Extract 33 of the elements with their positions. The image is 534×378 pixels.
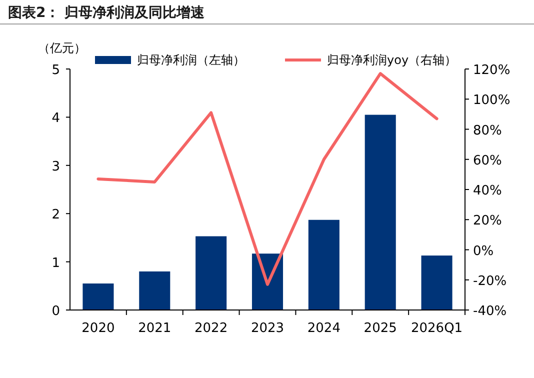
x-tick-label: 2022 xyxy=(194,321,228,336)
bar xyxy=(364,114,396,310)
bar xyxy=(139,271,170,310)
bar xyxy=(421,256,452,310)
y-tick-label: 1 xyxy=(52,256,60,271)
bar xyxy=(308,220,340,310)
y-tick-label: 0 xyxy=(52,304,60,319)
x-tick-label: 2020 xyxy=(82,321,115,336)
y-tick-label: 2 xyxy=(52,208,60,223)
y2-tick-label: 60% xyxy=(473,153,502,168)
x-tick-label: 2025 xyxy=(364,321,397,336)
y2-tick-label: 20% xyxy=(473,214,502,229)
x-tick-label: 2026Q1 xyxy=(410,321,463,336)
y2-tick-label: 0% xyxy=(473,244,494,259)
y2-tick-label: 100% xyxy=(473,93,510,108)
y-tick-label: 5 xyxy=(52,63,60,78)
chart-title: 图表2： 归母净利润及同比增速 xyxy=(8,4,206,21)
y2-tick-label: -40% xyxy=(473,304,507,319)
x-tick-label: 2023 xyxy=(250,321,284,336)
legend-label: 归母净利润yoy（右轴） xyxy=(327,53,457,67)
x-tick-label: 2021 xyxy=(138,321,172,336)
y2-tick-label: -20% xyxy=(473,274,507,289)
y2-tick-label: 80% xyxy=(473,123,502,138)
bar xyxy=(196,236,227,310)
x-tick-label: 2024 xyxy=(307,321,340,336)
legend-label: 归母净利润（左轴） xyxy=(137,53,245,67)
y2-tick-label: 120% xyxy=(473,63,510,78)
y2-tick-label: 40% xyxy=(473,184,502,198)
y-tick-label: 4 xyxy=(52,111,60,126)
bar xyxy=(82,283,114,310)
y-tick-label: 3 xyxy=(52,159,60,174)
y-axis-title: （亿元） xyxy=(38,41,86,55)
line-series xyxy=(96,72,438,286)
